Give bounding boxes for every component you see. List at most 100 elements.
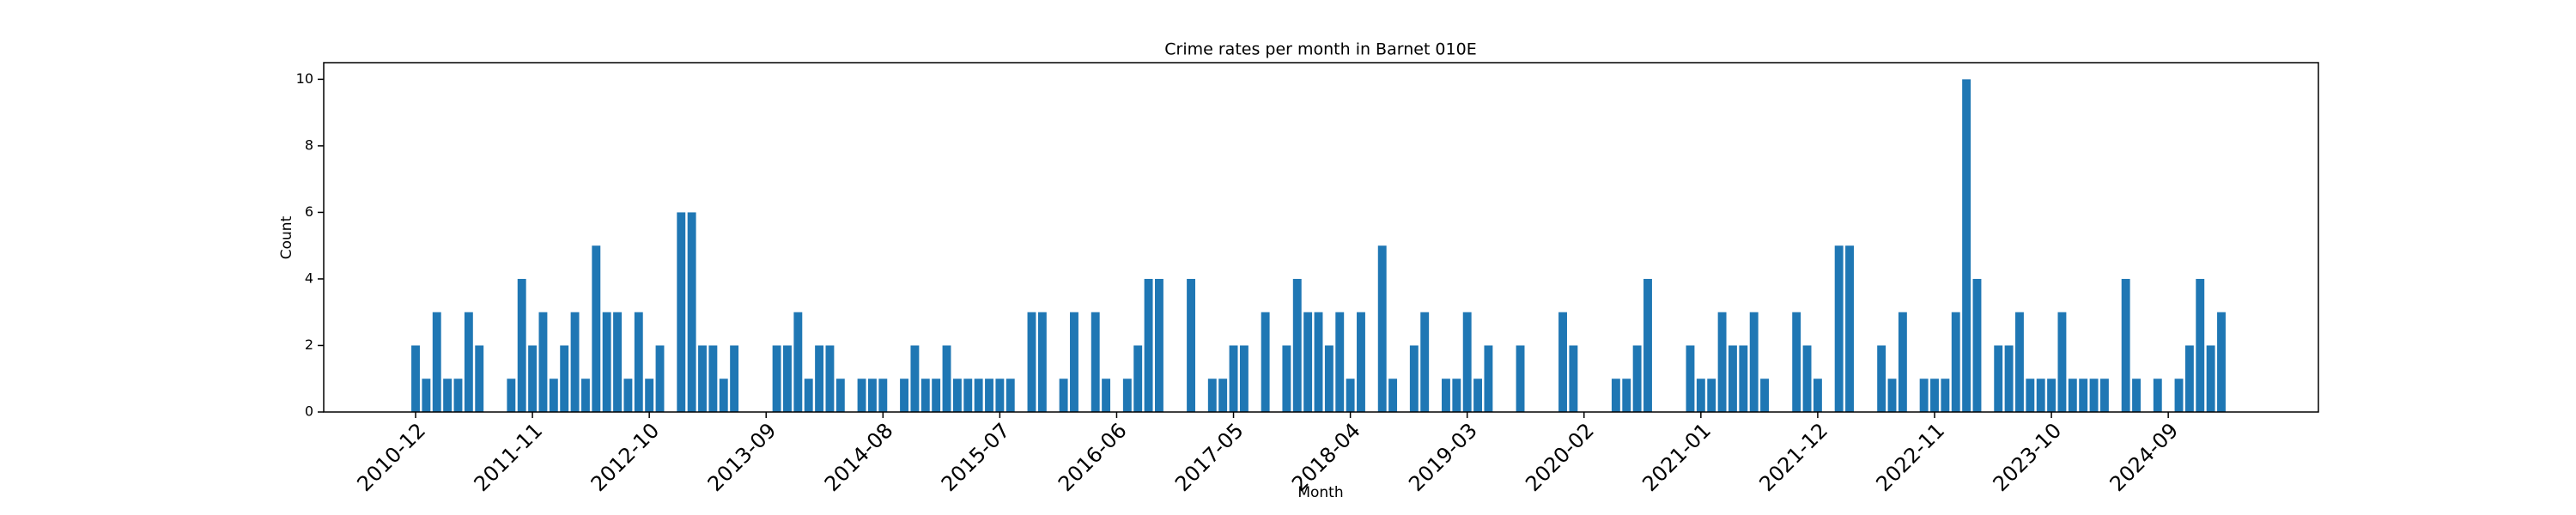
chart-title: Crime rates per month in Barnet 010E (1164, 40, 1476, 59)
bar (1632, 345, 1642, 412)
bar (920, 379, 930, 412)
bar (1930, 379, 1939, 412)
bar (1877, 345, 1886, 412)
bar (1144, 278, 1153, 412)
y-tick-label: 4 (305, 270, 313, 286)
bar (1154, 278, 1163, 412)
bar (1813, 379, 1822, 412)
bar (730, 345, 739, 412)
bar (900, 379, 908, 412)
bar (1441, 379, 1450, 412)
bar (580, 379, 590, 412)
bar (1739, 345, 1748, 412)
bar (2079, 379, 2088, 412)
bar (772, 345, 781, 412)
bar (2196, 278, 2205, 412)
bar (1282, 345, 1291, 412)
bar (1643, 278, 1652, 412)
bar (835, 379, 845, 412)
bar (1377, 245, 1387, 412)
y-tick-label: 6 (305, 203, 313, 220)
bar (793, 312, 803, 412)
bar (1622, 379, 1631, 412)
bar (1420, 312, 1430, 412)
bar (825, 345, 835, 412)
bar (528, 345, 538, 412)
bar (475, 345, 484, 412)
bar (432, 312, 441, 412)
bar (507, 379, 516, 412)
bar (592, 245, 601, 412)
bar (1728, 345, 1737, 412)
bar (1898, 312, 1907, 412)
bar (1133, 345, 1143, 412)
bar (634, 312, 643, 412)
bar (2004, 345, 2014, 412)
bar (1749, 312, 1759, 412)
bar (1919, 379, 1929, 412)
y-tick-label: 8 (305, 136, 313, 153)
bar (1792, 312, 1801, 412)
bar (1218, 379, 1228, 412)
bar (1994, 345, 2003, 412)
bar (1473, 379, 1483, 412)
bar (974, 379, 983, 412)
bar (698, 345, 707, 412)
bar (2121, 278, 2130, 412)
y-axis-label: Count (278, 215, 295, 259)
bar (2015, 312, 2024, 412)
bar (411, 345, 420, 412)
bar (783, 345, 792, 412)
bar (1962, 79, 1971, 412)
bar (1686, 345, 1695, 412)
bar (1261, 312, 1270, 412)
y-tick-label: 0 (305, 403, 313, 420)
axes-frame (323, 62, 2319, 413)
bar (1292, 278, 1302, 412)
bar (2153, 379, 2162, 412)
bar (1070, 312, 1078, 412)
bar (804, 379, 813, 412)
bar (963, 379, 973, 412)
y-tick-label: 2 (305, 336, 313, 353)
bar (1760, 379, 1770, 412)
bar (538, 312, 548, 412)
bar (1091, 312, 1100, 412)
bar (2068, 379, 2077, 412)
bar (2036, 379, 2045, 412)
bar (1887, 379, 1897, 412)
bar (995, 379, 1005, 412)
bar (1569, 345, 1578, 412)
bar (1388, 379, 1398, 412)
bar (1696, 379, 1705, 412)
bar (602, 312, 611, 412)
bar (1834, 245, 1844, 412)
bar (613, 312, 622, 412)
bar (2206, 345, 2215, 412)
bar (677, 212, 686, 412)
bar (1239, 345, 1249, 412)
bar (1102, 379, 1111, 412)
bar (1314, 312, 1323, 412)
bar (1122, 379, 1132, 412)
bar (1707, 379, 1716, 412)
bar (623, 379, 633, 412)
bar (464, 312, 473, 412)
bar (549, 379, 558, 412)
bar (1462, 312, 1472, 412)
bar (2132, 379, 2141, 412)
bar (1037, 312, 1047, 412)
bar (1229, 345, 1238, 412)
bar (2217, 312, 2226, 412)
bar (1802, 345, 1812, 412)
bar (2047, 379, 2057, 412)
bar (560, 345, 569, 412)
bar (645, 379, 654, 412)
bar (952, 379, 962, 412)
bar (1951, 312, 1960, 412)
bar (878, 379, 888, 412)
bar (1335, 312, 1345, 412)
bar (2089, 379, 2099, 412)
